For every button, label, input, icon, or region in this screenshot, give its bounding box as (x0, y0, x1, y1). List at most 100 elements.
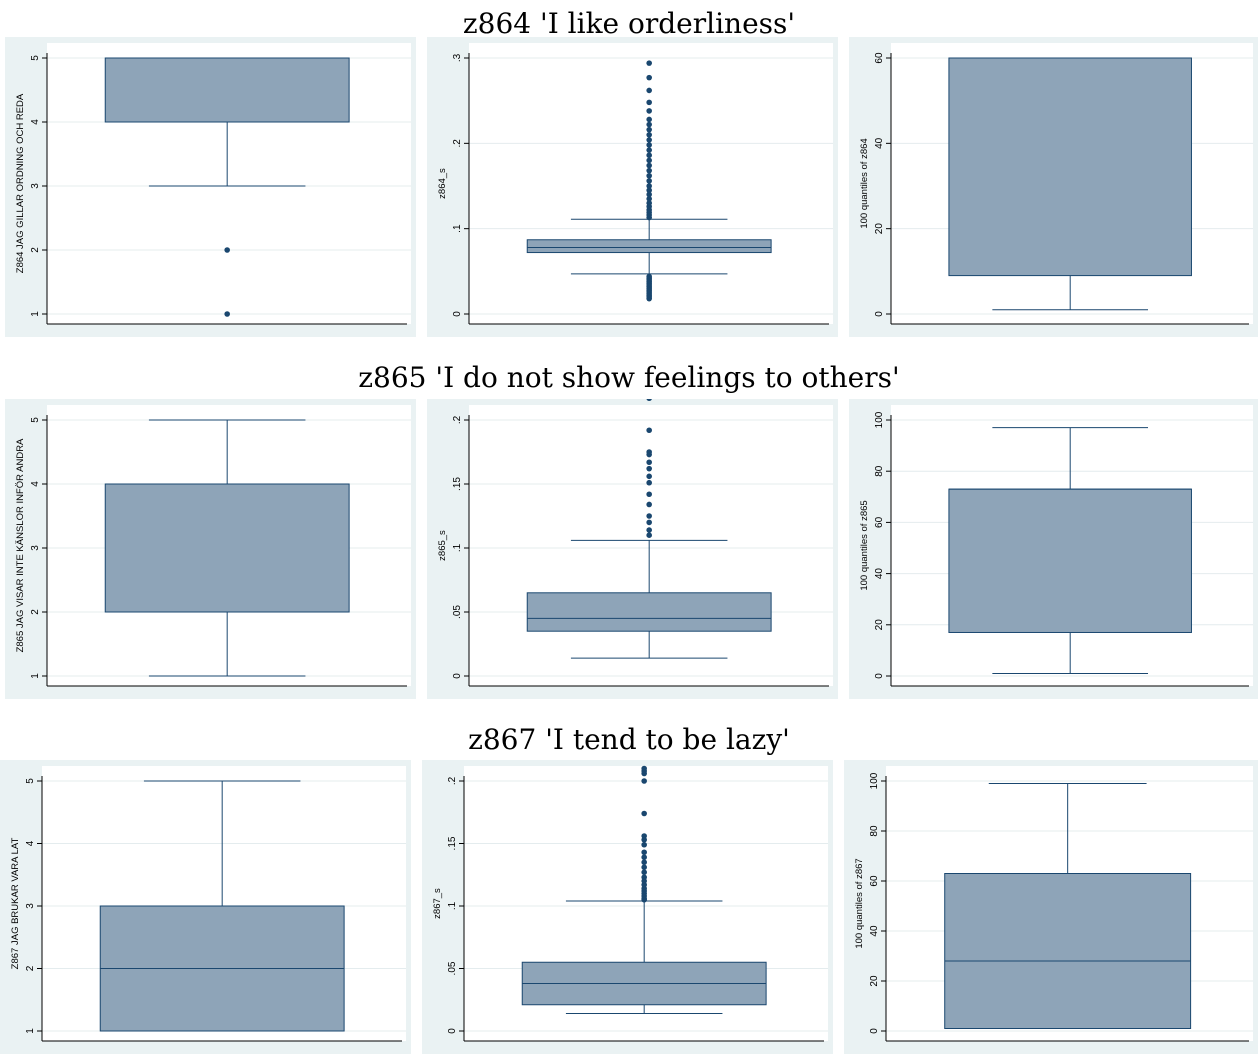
y-tick-label: 1 (30, 311, 41, 317)
box-iqr (526, 592, 772, 632)
y-tick-label: 0 (874, 311, 885, 317)
outlier-point (646, 399, 652, 402)
y-axis-title: 100 quantiles of z865 (859, 500, 870, 590)
box-plot-svg: 0 20 40 60 80 100 100 quantiles of z865 (849, 399, 1258, 699)
y-axis-title: Z864 JAG GILLAR ORDNING OCH REDA (15, 93, 26, 273)
row-title-z867: z867 'I tend to be lazy' (468, 723, 790, 756)
y-tick-label: 100 (874, 411, 885, 428)
outlier-point (646, 157, 652, 164)
y-tick-label: 20 (869, 975, 880, 987)
outlier-point (224, 247, 230, 253)
box-iqr (104, 483, 350, 613)
y-tick-label: 3 (25, 903, 36, 909)
outlier-point (646, 273, 652, 280)
y-tick-label: .3 (452, 53, 463, 62)
row-title-z864: z864 'I like orderliness' (462, 7, 796, 40)
outlier-point (646, 196, 652, 202)
y-tick-label: .15 (452, 477, 463, 491)
y-axis-title: Z867 JAG BRUKAR VARA LAT (10, 837, 21, 969)
outlier-point (646, 121, 652, 128)
box-plot-svg: 1 2 3 4 5 Z867 JAG BRUKAR VARA LAT (0, 760, 411, 1054)
chart-panel-z865-raw: 1 2 3 4 5 Z865 JAG VISAR INTE KÄNSLOR INFÖR A… (5, 399, 416, 699)
box-plot-svg: 1 2 3 4 5 Z864 JAG GILLAR ORDNING OCH REDA (5, 37, 416, 337)
y-axis-title: Z865 JAG VISAR INTE KÄNSLOR INFÖR ANDRA (15, 438, 26, 652)
box-iqr (944, 873, 1192, 1029)
outlier-point (646, 459, 652, 466)
outlier-point (646, 147, 652, 153)
outlier-point (646, 449, 652, 455)
y-tick-label: 20 (874, 223, 885, 235)
y-tick-label: .2 (447, 776, 458, 785)
chart-panel-z867-raw: 1 2 3 4 5 Z867 JAG BRUKAR VARA LAT (0, 760, 411, 1054)
y-tick-label: 40 (869, 925, 880, 937)
y-tick-label: 0 (452, 311, 463, 317)
outlier-point (646, 187, 652, 194)
outlier-point (646, 99, 652, 106)
outlier-point (646, 200, 652, 206)
outlier-point (224, 311, 230, 317)
outlier-point (646, 162, 652, 169)
outlier-point (646, 108, 652, 114)
chart-panel-z867-quantiles: 0 20 40 60 80 100 100 quantiles of z867 (844, 760, 1258, 1054)
outlier-point (646, 479, 652, 486)
box-iqr (948, 488, 1192, 633)
outlier-point (646, 87, 652, 94)
y-tick-label: 0 (874, 673, 885, 679)
outlier-point (646, 473, 652, 480)
box-plot-svg: 0 20 40 60 80 100 100 quantiles of z867 (844, 760, 1258, 1054)
y-axis-title: z867_s (432, 888, 443, 919)
outlier-point (641, 869, 647, 876)
outlier-point (646, 132, 652, 138)
y-tick-label: 80 (869, 825, 880, 837)
y-tick-label: 60 (874, 516, 885, 528)
outlier-point (646, 501, 652, 508)
chart-panel-z865-s: 0 .05 .1 .15 .2 z865_s (427, 399, 838, 699)
outlier-point (646, 183, 652, 189)
outlier-point (646, 465, 652, 472)
chart-panel-z864-raw: 1 2 3 4 5 Z864 JAG GILLAR ORDNING OCH REDA (5, 37, 416, 337)
outlier-point (641, 810, 647, 817)
y-tick-label: 3 (30, 545, 41, 551)
y-axis-title: z864_s (437, 168, 448, 199)
outlier-point (646, 532, 652, 538)
y-tick-label: 0 (447, 1028, 458, 1034)
y-tick-label: .2 (452, 415, 463, 424)
outlier-point (641, 854, 647, 861)
y-tick-label: 40 (874, 137, 885, 149)
outlier-point (646, 191, 652, 198)
outlier-point (646, 491, 652, 498)
outlier-point (641, 849, 647, 856)
y-tick-label: 0 (869, 1028, 880, 1034)
y-tick-label: .05 (452, 605, 463, 619)
outlier-point (641, 765, 647, 772)
outlier-point (646, 178, 652, 184)
box-iqr (104, 57, 350, 123)
outlier-point (646, 527, 652, 533)
chart-panel-z864-quantiles: 0 20 40 60 100 quantiles of z864 (849, 37, 1258, 337)
y-tick-label: 5 (25, 778, 36, 784)
chart-panel-z864-s: 0 .1 .2 .3 z864_s (427, 37, 838, 337)
y-tick-label: 4 (30, 481, 41, 487)
chart-panel-z865-quantiles: 0 20 40 60 80 100 100 quantiles of z865 (849, 399, 1258, 699)
y-tick-label: .1 (447, 901, 458, 910)
outlier-point (646, 167, 652, 174)
outlier-point (641, 864, 647, 871)
outlier-point (646, 60, 652, 66)
y-tick-label: .1 (452, 224, 463, 233)
y-tick-label: .1 (452, 543, 463, 552)
box-plot-svg: 0 .1 .2 .3 z864_s (427, 37, 838, 337)
outlier-point (646, 172, 652, 179)
box-iqr (526, 239, 772, 254)
y-tick-label: 4 (25, 840, 36, 846)
chart-panel-z867-s: 0 .05 .1 .15 .2 z867_s (422, 760, 833, 1054)
outlier-point (646, 142, 652, 148)
box-plot-svg: 0 20 40 60 100 quantiles of z864 (849, 37, 1258, 337)
outlier-point (646, 116, 652, 123)
y-tick-label: 3 (30, 183, 41, 189)
y-tick-label: 80 (874, 465, 885, 477)
outlier-point (641, 841, 647, 848)
outlier-point (641, 778, 647, 784)
plot-area (469, 405, 833, 686)
box-plot-svg: 0 .05 .1 .15 .2 z865_s (427, 399, 838, 699)
y-tick-label: 0 (452, 673, 463, 679)
